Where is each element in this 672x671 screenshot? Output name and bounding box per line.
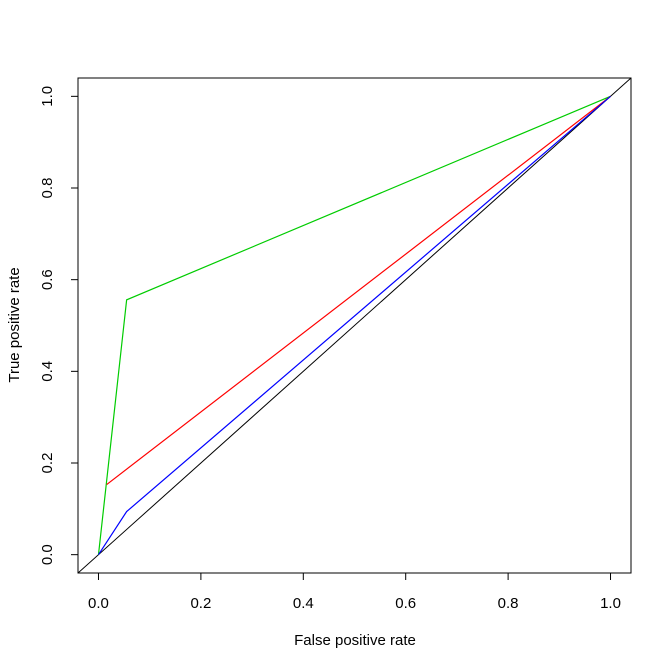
x-tick-label: 0.2 [190, 595, 211, 612]
y-tick-label: 0.2 [39, 453, 56, 474]
plot-frame [77, 77, 632, 574]
y-tick-label: 0.4 [39, 361, 56, 382]
y-axis-label: True positive rate [6, 267, 23, 382]
y-tick-label: 0.0 [39, 544, 56, 565]
x-tick-label: 1.0 [600, 595, 621, 612]
roc-curve [97, 95, 611, 555]
reference-line [78, 78, 631, 573]
y-tick-label: 0.8 [39, 178, 56, 199]
x-tick-label: 0.0 [88, 595, 109, 612]
y-tick-label: 0.6 [39, 269, 56, 290]
roc-curve [106, 95, 611, 486]
y-tick-label: 1.0 [39, 86, 56, 107]
x-tick-label: 0.8 [498, 595, 519, 612]
x-tick-label: 0.6 [395, 595, 416, 612]
x-axis-label: False positive rate [294, 632, 416, 649]
roc-curve [97, 95, 611, 555]
x-tick-label: 0.4 [293, 595, 314, 612]
